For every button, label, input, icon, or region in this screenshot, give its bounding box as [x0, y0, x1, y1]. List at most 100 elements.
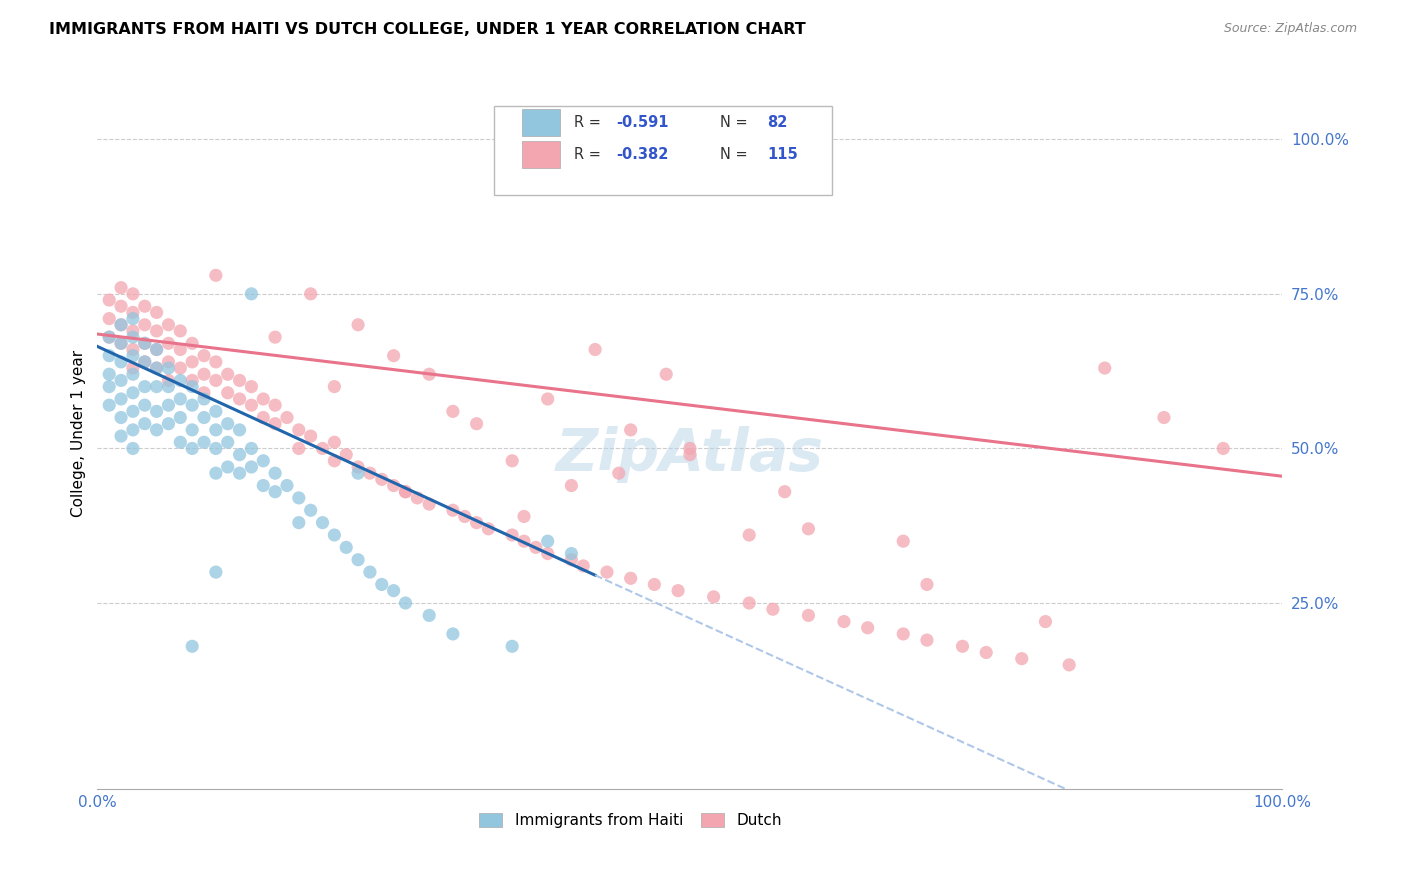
Point — [145, 343, 167, 357]
Point — [205, 466, 228, 480]
Point — [98, 398, 121, 412]
Point — [134, 379, 156, 393]
Point — [134, 336, 156, 351]
Point — [240, 442, 263, 456]
Point — [145, 343, 167, 357]
Point — [240, 379, 263, 393]
Point — [193, 368, 215, 382]
Point — [335, 541, 357, 555]
Text: R =: R = — [574, 115, 605, 130]
Point — [347, 553, 370, 567]
Point — [181, 423, 204, 437]
Point — [620, 571, 643, 585]
Point — [607, 466, 630, 480]
Point — [252, 410, 274, 425]
Point — [181, 373, 204, 387]
Point — [157, 318, 180, 332]
Point — [560, 478, 582, 492]
Point — [157, 361, 180, 376]
Text: -0.591: -0.591 — [616, 115, 669, 130]
Point — [382, 349, 405, 363]
Point — [666, 583, 689, 598]
Point — [98, 330, 121, 344]
Point — [891, 534, 914, 549]
Point — [181, 640, 204, 654]
Point — [145, 379, 167, 393]
Point — [347, 318, 370, 332]
Point — [110, 355, 132, 369]
Point — [122, 423, 145, 437]
Point — [98, 311, 121, 326]
Point — [288, 442, 311, 456]
Point — [228, 448, 250, 462]
Point — [359, 466, 381, 480]
Point — [513, 509, 536, 524]
Point — [891, 627, 914, 641]
Point — [134, 398, 156, 412]
Point — [110, 318, 132, 332]
Point — [524, 541, 547, 555]
Point — [134, 355, 156, 369]
Text: Source: ZipAtlas.com: Source: ZipAtlas.com — [1223, 22, 1357, 36]
Text: IMMIGRANTS FROM HAITI VS DUTCH COLLEGE, UNDER 1 YEAR CORRELATION CHART: IMMIGRANTS FROM HAITI VS DUTCH COLLEGE, … — [49, 22, 806, 37]
Point — [134, 355, 156, 369]
Point — [193, 349, 215, 363]
Point — [240, 286, 263, 301]
Point — [394, 484, 416, 499]
Point — [169, 343, 191, 357]
Point — [465, 417, 488, 431]
Point — [134, 299, 156, 313]
Point — [252, 392, 274, 406]
Point — [122, 311, 145, 326]
Point — [217, 385, 239, 400]
Point — [832, 615, 855, 629]
Point — [596, 565, 619, 579]
Point — [276, 410, 298, 425]
Point — [441, 503, 464, 517]
Point — [264, 417, 287, 431]
Point — [98, 368, 121, 382]
Point — [110, 392, 132, 406]
Point — [157, 398, 180, 412]
Point — [252, 454, 274, 468]
Point — [122, 404, 145, 418]
Text: -0.382: -0.382 — [616, 147, 669, 161]
Point — [797, 522, 820, 536]
Point — [703, 590, 725, 604]
Point — [537, 547, 560, 561]
Point — [1035, 615, 1057, 629]
Point — [797, 608, 820, 623]
Point — [181, 355, 204, 369]
Point — [441, 404, 464, 418]
Point — [110, 299, 132, 313]
Point — [110, 410, 132, 425]
Point — [122, 349, 145, 363]
Point — [98, 293, 121, 307]
Point — [299, 286, 322, 301]
Point — [264, 330, 287, 344]
Point — [537, 392, 560, 406]
Point — [145, 305, 167, 319]
Point — [122, 324, 145, 338]
Point — [915, 577, 938, 591]
Point — [110, 336, 132, 351]
Point — [773, 484, 796, 499]
Point — [169, 435, 191, 450]
Point — [205, 355, 228, 369]
Point — [205, 423, 228, 437]
Text: 82: 82 — [766, 115, 787, 130]
Point — [299, 429, 322, 443]
Point — [157, 355, 180, 369]
Point — [145, 423, 167, 437]
Point — [169, 373, 191, 387]
Point — [572, 558, 595, 573]
Text: N =: N = — [720, 115, 752, 130]
Point — [513, 534, 536, 549]
Point — [655, 368, 678, 382]
Point — [98, 379, 121, 393]
Point — [620, 423, 643, 437]
Point — [738, 528, 761, 542]
Point — [122, 385, 145, 400]
Point — [217, 435, 239, 450]
Point — [335, 448, 357, 462]
